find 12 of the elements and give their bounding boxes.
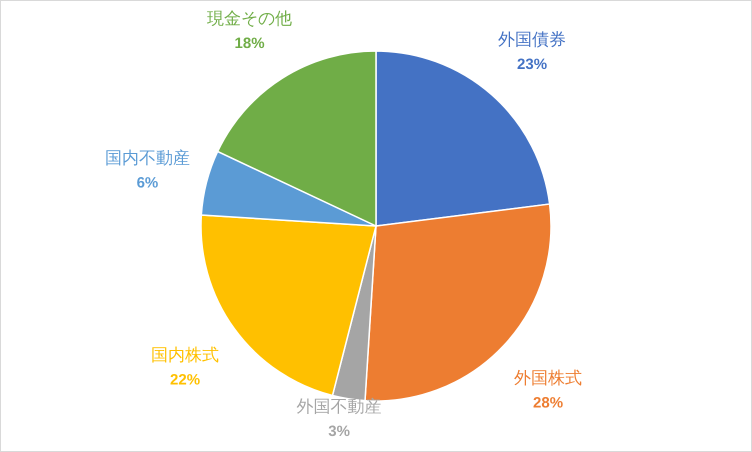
data-label: 23% <box>517 56 548 73</box>
slice-label: 国内株式 <box>151 346 220 366</box>
slice-label: 外国不動産 <box>296 397 382 417</box>
slice-label: 外国株式 <box>514 368 582 389</box>
data-label: 22% <box>170 372 200 389</box>
slice-label: 現金その他 <box>207 9 292 29</box>
data-label: 28% <box>533 394 564 412</box>
data-label: 3% <box>328 423 350 440</box>
data-label: 18% <box>234 35 265 52</box>
data-label: 6% <box>136 174 158 192</box>
slice-label: 国内不動産 <box>104 148 190 168</box>
slice-label: 外国債券 <box>498 30 566 50</box>
